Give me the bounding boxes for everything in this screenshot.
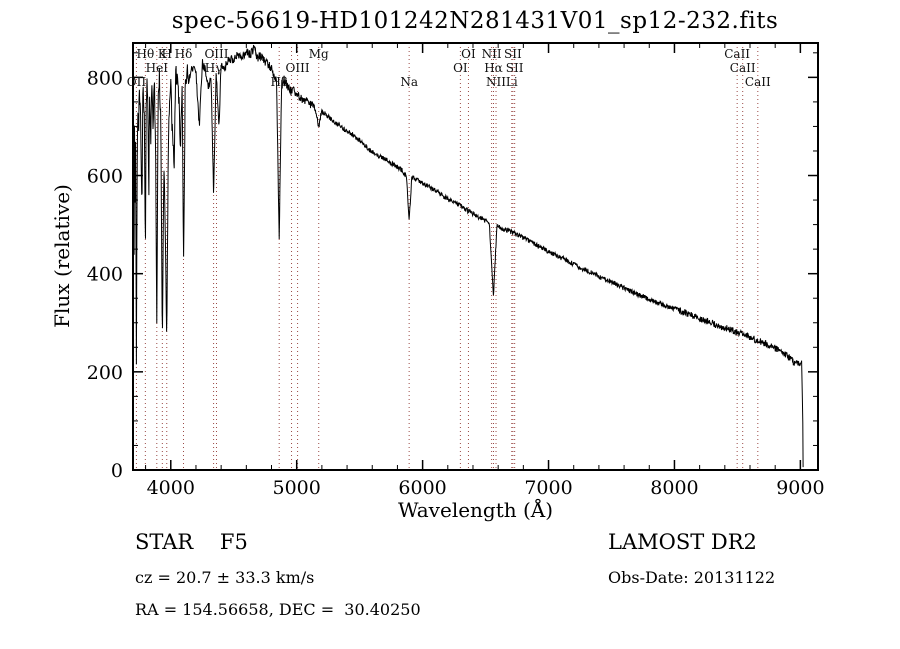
spectral-line-label: OI [461,47,476,61]
spectral-line-label: HeI [146,61,169,75]
spectral-line-label: NII [486,75,506,89]
x-tick-label: 9000 [776,477,824,499]
x-tick-label: 7000 [524,477,572,499]
spectral-line-label: Hδ [175,47,193,61]
y-tick-label: 600 [87,166,123,188]
axes-box [132,42,819,471]
spectral-line-label: OII [127,75,147,89]
spectral-line-label: H [162,47,172,61]
spectral-line-label: CaII [745,75,771,89]
spectral-line-label: Li [506,75,518,89]
spectral-line-label: CaII [730,61,756,75]
x-tick-label: 8000 [650,477,698,499]
radial-velocity-text: cz = 20.7 ± 33.3 km/s [135,568,315,587]
spectral-line-label: Na [400,75,418,89]
spectral-line-label: Hα [484,61,503,75]
spectral-line-label: SII [506,61,524,75]
x-axis-label: Wavelength (Å) [397,498,554,522]
spectral-line-label: NII [482,47,502,61]
obs-date-text: Obs-Date: 20131122 [608,568,776,587]
x-tick-label: 5000 [273,477,321,499]
survey-name-text: LAMOST DR2 [608,530,757,554]
spectral-line-label: Hβ [270,75,287,89]
y-tick-label: 400 [87,264,123,286]
spectral-line-label: Hγ [205,61,223,75]
spectral-line-label: OIII [286,61,310,75]
spectral-line-label: Mg [309,47,329,61]
ra-dec-text: RA = 154.56658, DEC = 30.40250 [135,600,421,619]
spectral-line-label: OIII [204,47,228,61]
plot-title: spec-56619-HD101242N281431V01_sp12-232.f… [171,8,779,34]
y-tick-label: 800 [87,67,123,89]
spectral-line-label: Hθ [136,47,154,61]
object-class-text: STAR F5 [135,530,248,554]
y-tick-label: 200 [87,362,123,384]
spectral-line-label: CaII [724,47,750,61]
spectral-line-label: OI [453,61,468,75]
y-axis-label: Flux (relative) [50,184,74,328]
y-tick-label: 0 [111,460,123,482]
spectral-line-label: SII [504,47,522,61]
spectrum-trace [133,44,804,470]
x-tick-label: 6000 [398,477,446,499]
x-tick-label: 4000 [147,477,195,499]
spectral-line-label: K [158,47,168,61]
